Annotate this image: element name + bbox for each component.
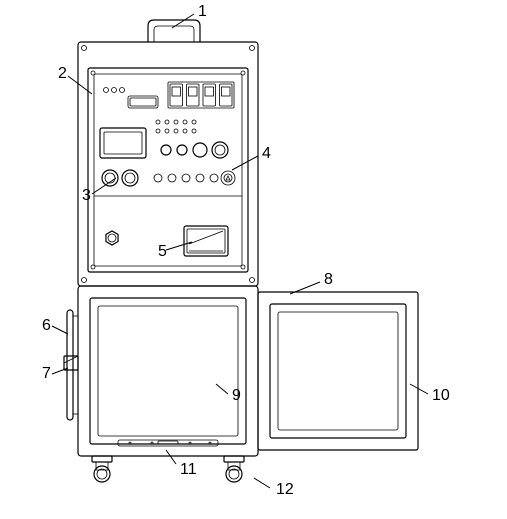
callout-11: 11: [180, 461, 197, 478]
callout-9: 9: [232, 387, 241, 404]
callout-2: 2: [58, 65, 67, 82]
callout-4: 4: [262, 145, 271, 162]
callout-7: 7: [42, 365, 51, 382]
callout-3: 3: [82, 187, 91, 204]
callout-1: 1: [198, 3, 207, 20]
callout-8: 8: [324, 271, 333, 288]
callout-10: 10: [432, 387, 450, 404]
callout-5: 5: [158, 243, 167, 260]
callout-12: 12: [276, 481, 294, 498]
callout-6: 6: [42, 317, 51, 334]
